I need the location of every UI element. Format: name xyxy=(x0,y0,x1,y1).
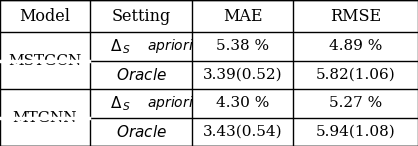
Text: MTGNN: MTGNN xyxy=(13,111,77,125)
Text: $\mathit{Oracle}$: $\mathit{Oracle}$ xyxy=(116,67,166,83)
Text: Setting: Setting xyxy=(112,8,171,25)
Text: 4.30 %: 4.30 % xyxy=(216,96,269,110)
Text: $\mathit{Oracle}$: $\mathit{Oracle}$ xyxy=(116,124,166,140)
Text: 3.39(0.52): 3.39(0.52) xyxy=(203,68,282,82)
Text: 5.94(1.08): 5.94(1.08) xyxy=(316,125,395,139)
Text: $\it{apriori}$: $\it{apriori}$ xyxy=(148,37,194,55)
Text: RMSE: RMSE xyxy=(330,8,381,25)
Text: MAE: MAE xyxy=(223,8,262,25)
Text: 4.89 %: 4.89 % xyxy=(329,39,382,53)
Text: $\Delta_{\,S}$: $\Delta_{\,S}$ xyxy=(110,94,130,113)
Text: 3.43(0.54): 3.43(0.54) xyxy=(203,125,282,139)
Text: 5.82(1.06): 5.82(1.06) xyxy=(316,68,395,82)
Text: Model: Model xyxy=(19,8,71,25)
Text: MSTGCN: MSTGCN xyxy=(8,54,82,68)
Text: $\Delta_{\,S}$: $\Delta_{\,S}$ xyxy=(110,37,130,56)
Text: 5.27 %: 5.27 % xyxy=(329,96,382,110)
Text: $\it{apriori}$: $\it{apriori}$ xyxy=(148,94,194,112)
Text: 5.38 %: 5.38 % xyxy=(216,39,269,53)
